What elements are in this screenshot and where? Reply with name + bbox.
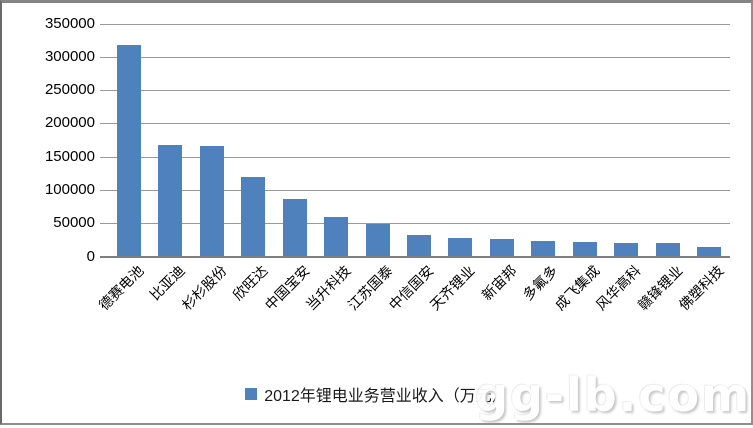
bar-杉杉股份 bbox=[199, 145, 224, 257]
bar-中信国安 bbox=[407, 235, 431, 257]
y-axis-tick-label: 350000 bbox=[44, 14, 95, 32]
bar-德赛电池 bbox=[116, 44, 141, 257]
bar-多氟多 bbox=[531, 241, 556, 257]
bar-赣锋锂业 bbox=[655, 243, 680, 257]
bar-中国宝安 bbox=[282, 198, 307, 257]
gridline bbox=[100, 56, 730, 58]
legend-swatch-icon bbox=[245, 388, 258, 400]
gridline bbox=[100, 156, 730, 158]
bar-风华高科 bbox=[614, 242, 639, 257]
gridline bbox=[100, 123, 730, 125]
y-axis-tick-label: 0 bbox=[86, 247, 95, 265]
y-axis-tick-label: 250000 bbox=[44, 81, 95, 99]
gridline bbox=[100, 223, 730, 225]
y-axis-tick-label: 100000 bbox=[44, 180, 95, 198]
bar-佛塑科技 bbox=[697, 247, 722, 257]
bar-天齐锂业 bbox=[448, 237, 473, 257]
bar-江苏国泰 bbox=[365, 223, 390, 257]
y-axis-tick-label: 50000 bbox=[53, 214, 95, 232]
y-axis-tick-label: 200000 bbox=[44, 114, 95, 132]
bar-欣旺达 bbox=[241, 176, 266, 257]
bar-比亚迪 bbox=[158, 144, 183, 257]
y-axis-tick-label: 150000 bbox=[44, 147, 95, 165]
legend: 2012年锂电业务营业收入（万元） bbox=[0, 382, 753, 406]
x-axis-line bbox=[100, 256, 730, 258]
y-axis-tick-label: 300000 bbox=[44, 47, 95, 65]
watermark: gg-lb.com bbox=[475, 368, 751, 422]
gridline bbox=[100, 189, 730, 191]
bar-成飞集成 bbox=[572, 241, 597, 257]
legend-label: 2012年锂电业务营业收入（万元） bbox=[264, 388, 508, 405]
bar-当升科技 bbox=[324, 216, 349, 257]
bar-新宙邦 bbox=[489, 239, 514, 257]
gridline bbox=[100, 23, 730, 25]
gridline bbox=[100, 90, 730, 92]
